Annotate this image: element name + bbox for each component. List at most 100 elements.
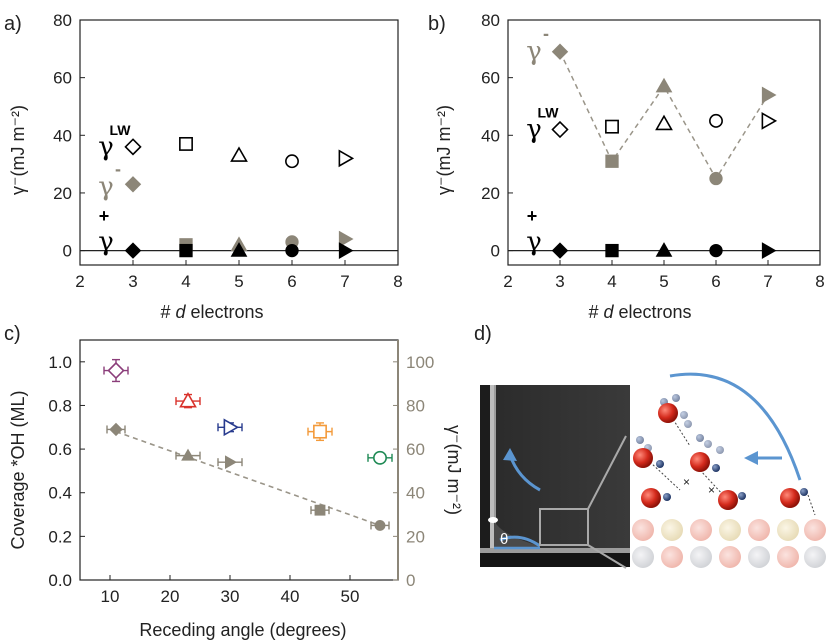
panel-c-right-tick-label: 80	[406, 396, 425, 415]
panel-c-point	[181, 448, 195, 461]
panel-b-x-tick-label: 6	[711, 272, 720, 291]
panel-c-y-tick-label: 1.0	[48, 353, 72, 372]
panel-b-series-label: γ	[526, 37, 542, 67]
panel-c-label: c)	[4, 323, 21, 345]
panel-c-right-tick-label: 20	[406, 527, 425, 546]
panel-b-point	[709, 113, 723, 128]
panel-a-x-tick-label: 4	[181, 272, 190, 291]
panel-c-plot-frame	[79, 339, 399, 581]
panel-b-x-tick-label: 5	[659, 272, 668, 291]
panel-b-series-label-sup: -	[543, 24, 549, 44]
panel-b-point	[761, 242, 777, 259]
panel-c-x-tick-label: 40	[281, 587, 300, 606]
panel-a-point	[124, 242, 142, 259]
panel-a-y-tick-label: 0	[63, 242, 72, 261]
svg-text:×: ×	[708, 483, 715, 497]
panel-c-y-tick-label: 0.6	[48, 440, 72, 459]
panel-b-y-tick-label: 20	[481, 184, 500, 203]
panel-a-y-axis-label: γ⁻(mJ m⁻²)	[8, 105, 28, 195]
panel-a-y-tick-label: 60	[53, 69, 72, 88]
panel-a-series-label-sup: -	[115, 159, 121, 179]
water-cluster	[633, 394, 808, 510]
panel-c-point	[107, 361, 125, 380]
panel-c-y-axis-label: Coverage *OH (ML)	[8, 390, 28, 549]
theta-label: θ	[500, 531, 508, 548]
flow-arrow-curve	[669, 372, 802, 481]
panel-a-point	[338, 149, 355, 168]
panel-c-x-tick-label: 10	[101, 587, 120, 606]
panel-a-y-tick-label: 20	[53, 184, 72, 203]
panel-c: c) Coverage *OH (ML) γ⁻(mJ m⁻²) Receding…	[4, 323, 464, 640]
contact-angle-photo: θ	[480, 385, 630, 567]
panel-a-series-label-sup: +	[99, 206, 110, 226]
panel-b-x-tick-label: 3	[555, 272, 564, 291]
panel-b-series-label: γ	[526, 227, 542, 257]
panel-b-point	[551, 120, 569, 139]
panel-b-point	[709, 171, 723, 186]
panel-b-series-label-sup: +	[527, 206, 538, 226]
panel-c-y-tick-label: 0.8	[48, 396, 72, 415]
panel-b-x-tick-label: 7	[763, 272, 772, 291]
panel-a: a) γ⁻(mJ m⁻²) # d electrons 2 3 4 5 6 7 802040…	[4, 11, 403, 322]
panel-a-label: a)	[4, 13, 22, 35]
panel-b-x-tick-label: 2	[503, 272, 512, 291]
panel-c-x-tick-label: 50	[341, 587, 360, 606]
panel-a-x-tick-label: 5	[234, 272, 243, 291]
panel-c-right-tick-label: 40	[406, 484, 425, 503]
panel-b-point	[655, 242, 673, 257]
panel-b-series-label-sup: LW	[538, 105, 560, 121]
panel-c-y-tick-label: 0.2	[48, 527, 72, 546]
panel-b-y-tick-label: 80	[481, 11, 500, 30]
panel-a-y-tick-label: 40	[53, 126, 72, 145]
panel-a-point	[338, 242, 354, 259]
panel-a-point	[179, 136, 193, 151]
panel-c-point	[179, 391, 197, 408]
panel-b-x-axis-label: # d electrons	[588, 302, 691, 322]
panel-c-right-tick-label: 0	[406, 571, 415, 590]
panel-a-x-tick-label: 6	[287, 272, 296, 291]
surface-layer-top	[632, 519, 826, 541]
panel-b-x-tick-label: 4	[607, 272, 616, 291]
panel-b-label: b)	[428, 13, 446, 35]
panel-c-point	[374, 520, 386, 531]
panel-a-series-label: γ	[98, 227, 114, 257]
panel-c-y-tick-label: 0.0	[48, 571, 72, 590]
panel-b-point	[605, 243, 619, 258]
panel-c-point	[314, 504, 326, 516]
panel-c-point	[109, 422, 123, 437]
panel-a-x-axis-label: # d electrons	[160, 302, 263, 322]
panel-d: d) θ	[474, 323, 826, 569]
surface-layer-bottom	[632, 546, 826, 568]
panel-c-fit-line	[115, 430, 381, 527]
panel-b-point	[551, 43, 569, 60]
panel-c-point	[223, 418, 240, 437]
panel-a-point	[124, 138, 142, 156]
panel-d-label: d)	[474, 323, 492, 345]
svg-text:×: ×	[683, 475, 690, 489]
panel-c-point	[225, 455, 238, 470]
panel-b-point	[605, 119, 619, 134]
panel-c-x-axis-label: Receding angle (degrees)	[139, 620, 346, 640]
panel-b-plot-frame	[507, 19, 821, 266]
panel-a-series-label-sup: LW	[110, 122, 132, 138]
molecular-model: × ×	[632, 372, 826, 568]
panel-a-point	[338, 230, 354, 248]
panel-c-point	[373, 450, 387, 465]
panel-b-y-tick-label: 40	[481, 126, 500, 145]
panel-b-point	[655, 114, 673, 131]
panel-a-plot-frame	[79, 19, 399, 266]
panel-a-point	[179, 243, 193, 258]
panel-b-point	[655, 77, 673, 93]
panel-c-x-tick-label: 20	[161, 587, 180, 606]
panel-a-series-label: γ	[98, 172, 114, 202]
panel-b-point	[605, 154, 619, 168]
panel-c-right-axis-label: γ⁻(mJ m⁻²)	[444, 425, 464, 515]
panel-a-point	[230, 146, 248, 162]
panel-b-y-tick-label: 0	[491, 242, 500, 261]
panel-a-x-tick-label: 3	[128, 272, 137, 291]
panel-a-point	[285, 243, 299, 258]
panel-b-point	[551, 242, 569, 259]
zoom-connector	[587, 435, 627, 569]
panel-b-y-tick-label: 60	[481, 69, 500, 88]
